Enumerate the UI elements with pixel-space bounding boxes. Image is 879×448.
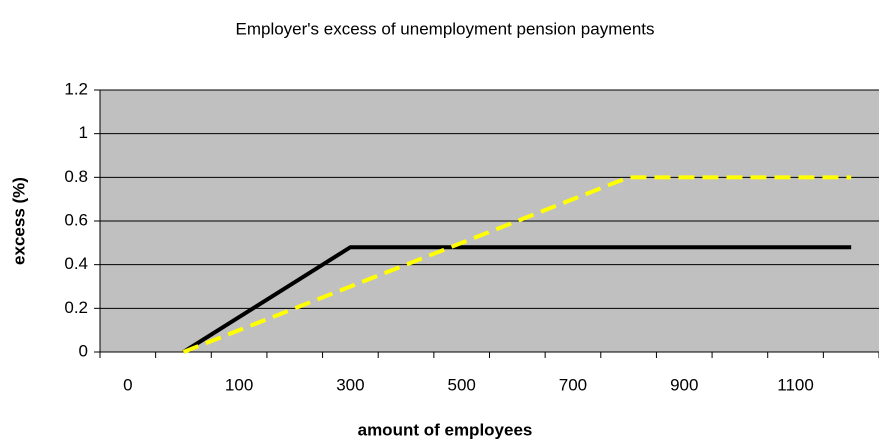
x-tick-label: 100 bbox=[225, 375, 253, 394]
y-tick-label: 0.2 bbox=[64, 298, 88, 317]
x-tick-label: 1100 bbox=[777, 375, 814, 394]
y-tick-label: 0.8 bbox=[64, 167, 88, 186]
y-tick-label: 1 bbox=[79, 123, 88, 142]
y-axis-label: excess (%) bbox=[9, 177, 28, 265]
y-tick-label: 0 bbox=[79, 341, 88, 360]
series-line bbox=[182, 175, 852, 354]
y-tick-label: 0.4 bbox=[64, 254, 88, 273]
x-axis-label: amount of employees bbox=[358, 420, 533, 439]
y-tick-label: 0.6 bbox=[64, 210, 88, 229]
x-tick-label: 0 bbox=[123, 375, 132, 394]
x-tick-label: 300 bbox=[336, 375, 364, 394]
x-tick-label: 500 bbox=[447, 375, 475, 394]
chart-title: Employer's excess of unemployment pensio… bbox=[235, 19, 654, 38]
y-tick-label: 1.2 bbox=[64, 79, 88, 98]
x-tick-label: 900 bbox=[670, 375, 698, 394]
series-line bbox=[182, 245, 852, 354]
x-tick-label: 700 bbox=[559, 375, 587, 394]
